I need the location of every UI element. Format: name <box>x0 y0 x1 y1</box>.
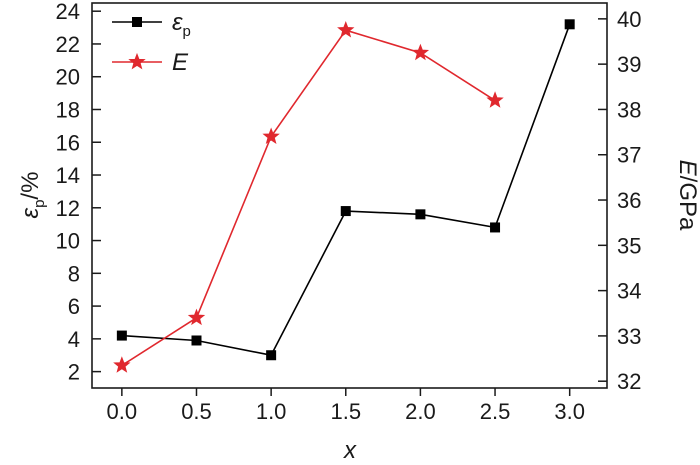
left-tick-label: 20 <box>56 65 80 90</box>
x-tick-label: 0.0 <box>107 399 138 424</box>
left-tick-label: 22 <box>56 32 80 57</box>
right-tick-label: 39 <box>617 52 641 77</box>
x-axis: 0.0 0.5 1.0 1.5 2.0 2.5 3.0 <box>107 388 585 424</box>
left-tick-label: 24 <box>56 0 80 24</box>
plot-frame <box>91 2 608 389</box>
data-point-star <box>337 21 355 38</box>
right-tick-label: 33 <box>617 324 641 349</box>
data-point-star <box>486 91 504 108</box>
x-tick-label: 0.5 <box>181 399 212 424</box>
data-point-star <box>262 127 280 144</box>
right-y-axis: 32 33 34 35 36 37 38 39 40 <box>598 7 641 394</box>
right-tick-label: 35 <box>617 233 641 258</box>
data-point-star <box>187 308 206 326</box>
series-layer <box>113 19 575 373</box>
series-line-1 <box>121 29 496 367</box>
right-tick-label: 37 <box>617 143 641 168</box>
left-tick-label: 8 <box>68 261 80 286</box>
legend-label-e: E <box>172 49 189 76</box>
left-tick-label: 14 <box>56 163 80 188</box>
right-axis-title: E/GPa <box>674 160 700 231</box>
legend-swatch-marker-e <box>128 52 146 70</box>
legend-label-epsilon-main: ε <box>172 9 183 36</box>
x-axis-title: x <box>343 437 357 464</box>
right-axis-title-main: E <box>674 160 700 177</box>
left-tick-label: 18 <box>56 97 80 122</box>
series-line-0 <box>121 24 571 357</box>
x-tick-label: 3.0 <box>554 399 585 424</box>
data-point-square <box>266 350 277 361</box>
x-tick-label: 1.0 <box>256 399 287 424</box>
data-point-square <box>490 222 501 233</box>
left-axis-title-suffix: /% <box>17 172 44 200</box>
data-point-square <box>564 19 575 30</box>
right-tick-label: 36 <box>617 188 641 213</box>
left-axis-title: εp/% <box>17 172 48 219</box>
x-tick-label: 2.5 <box>480 399 511 424</box>
data-point-square <box>116 330 127 341</box>
right-tick-label: 40 <box>617 7 641 32</box>
data-point-star <box>113 356 131 373</box>
left-tick-label: 10 <box>56 229 80 254</box>
right-axis-title-suffix: /GPa <box>674 176 700 231</box>
right-tick-label: 34 <box>617 279 641 304</box>
left-tick-label: 2 <box>68 360 80 385</box>
x-tick-label: 1.5 <box>330 399 361 424</box>
left-tick-label: 4 <box>68 327 80 352</box>
left-tick-label: 12 <box>56 196 80 221</box>
data-point-square <box>415 209 426 220</box>
right-tick-label: 38 <box>617 97 641 122</box>
data-point-square <box>340 206 351 217</box>
legend: εp E <box>112 9 191 76</box>
left-tick-label: 6 <box>68 294 80 319</box>
left-tick-label: 16 <box>56 130 80 155</box>
right-tick-label: 32 <box>617 369 641 394</box>
data-point-square <box>191 335 202 346</box>
data-point-star <box>411 43 430 61</box>
legend-label-epsilon-sub: p <box>183 23 191 40</box>
legend-swatch-marker-epsilon <box>132 17 142 27</box>
x-tick-label: 2.0 <box>405 399 436 424</box>
left-axis-title-main: ε <box>17 207 44 218</box>
legend-label-epsilon: εp <box>172 9 191 40</box>
left-axis-title-sub: p <box>31 200 48 208</box>
